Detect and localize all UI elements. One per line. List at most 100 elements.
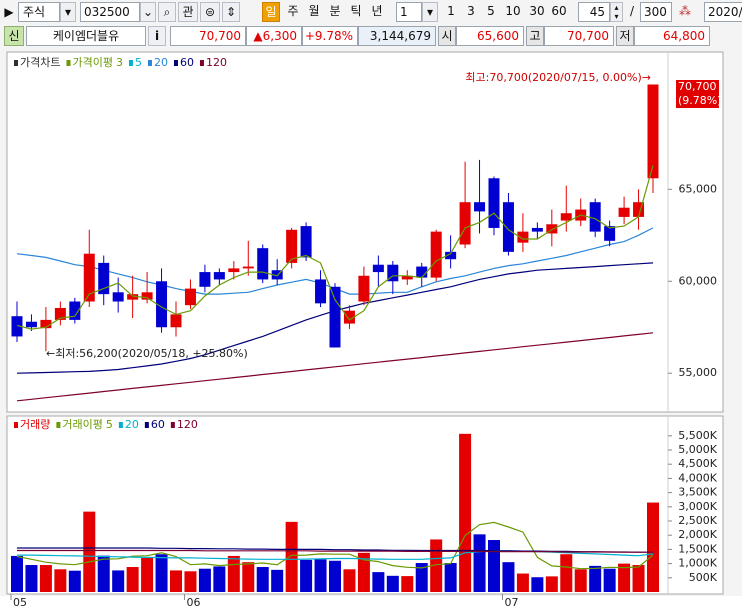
- period-button[interactable]: 주: [287, 4, 299, 18]
- volume-bar: [574, 569, 587, 592]
- count-spinner[interactable]: ▴ ▾: [610, 2, 623, 22]
- y-tick-label: 2,500K: [678, 514, 717, 527]
- y-tick-label: 4,500K: [678, 457, 717, 470]
- volume-bar: [25, 565, 38, 592]
- period-button[interactable]: 일: [262, 2, 280, 22]
- dropdown-arrow[interactable]: ▾: [60, 2, 76, 22]
- last-rate: (9.78%): [678, 94, 722, 107]
- volume-bar: [97, 555, 110, 592]
- high-price: 70,700: [544, 26, 614, 46]
- minute-button[interactable]: 1: [447, 4, 455, 18]
- y-tick-label: 65,000: [679, 182, 718, 195]
- volume-bar: [126, 567, 139, 592]
- last-price: 70,700: [678, 80, 717, 93]
- search-button[interactable]: ⌕: [158, 2, 176, 22]
- candle-body: [127, 294, 139, 300]
- y-tick-label: 60,000: [679, 274, 718, 287]
- volume: 3,144,679: [358, 26, 436, 46]
- candle-body: [343, 310, 355, 324]
- period-button[interactable]: 틱: [350, 4, 362, 18]
- candle-body: [416, 266, 428, 278]
- y-tick-label: 1,500K: [678, 542, 717, 555]
- volume-bar: [155, 554, 168, 592]
- minute-button[interactable]: 5: [487, 4, 495, 18]
- legend-label: 가격차트: [20, 56, 60, 69]
- price: 70,700: [170, 26, 246, 46]
- candle-body: [474, 202, 486, 212]
- volume-bar: [386, 575, 399, 592]
- market-select[interactable]: 주식: [18, 2, 60, 22]
- legend-marker: [14, 60, 18, 66]
- candle-body: [242, 266, 254, 269]
- period-button[interactable]: 년: [371, 4, 383, 18]
- candle-body: [358, 275, 370, 302]
- count-input[interactable]: 45: [578, 2, 610, 22]
- volume-bar: [516, 573, 529, 592]
- candle-body: [25, 321, 37, 328]
- legend-label: 20: [125, 418, 139, 431]
- interval-select[interactable]: 1: [396, 2, 422, 22]
- change: ▲6,300: [246, 26, 302, 46]
- badge: 신: [4, 26, 24, 46]
- change-rate: +9.78%: [302, 26, 358, 46]
- open-price: 65,600: [456, 26, 524, 46]
- total-input[interactable]: 300: [640, 2, 672, 22]
- minute-button[interactable]: 60: [551, 4, 567, 18]
- volume-bar: [401, 576, 414, 592]
- legend-label: 120: [177, 418, 198, 431]
- legend-marker: [56, 422, 61, 428]
- legend-marker: [14, 422, 18, 428]
- ma-line: [16, 521, 654, 570]
- minute-button[interactable]: 10: [505, 4, 521, 18]
- candle-body: [560, 213, 572, 221]
- candle-body: [271, 270, 283, 280]
- volume-bar: [647, 502, 659, 592]
- watch-button[interactable]: 관: [178, 2, 198, 22]
- volume-bar: [531, 577, 544, 592]
- volume-bar: [314, 559, 327, 592]
- link-button[interactable]: ⊜: [200, 2, 220, 22]
- annotation: ←최저:56,200(2020/05/18, +25.80%): [46, 347, 248, 360]
- code-input[interactable]: 032500: [80, 2, 140, 22]
- date-input[interactable]: 2020/0: [704, 2, 742, 22]
- open-label: 시: [438, 26, 456, 46]
- candle-body: [618, 207, 630, 217]
- candle-body: [40, 319, 52, 329]
- volume-bar: [271, 569, 284, 592]
- legend-label: 3: [116, 56, 123, 69]
- updown-button[interactable]: ⇕: [222, 2, 240, 22]
- menu-icon[interactable]: ▶: [4, 5, 14, 19]
- settings-icon[interactable]: ⁂: [679, 4, 691, 18]
- legend-label: 5: [106, 418, 113, 431]
- candle-body: [141, 292, 153, 300]
- separator: /: [629, 4, 635, 18]
- period-button[interactable]: 월: [308, 4, 320, 18]
- candle-body: [459, 202, 471, 245]
- y-tick-label: 500K: [689, 571, 718, 584]
- period-button[interactable]: 분: [329, 4, 341, 18]
- legend-marker: [147, 60, 152, 66]
- candle-body: [184, 288, 196, 306]
- info-button[interactable]: i: [148, 26, 166, 46]
- candle-body: [372, 264, 384, 273]
- candle-body: [315, 279, 327, 304]
- y-tick-label: 3,500K: [678, 486, 717, 499]
- legend-label: 거래이평: [62, 418, 102, 431]
- interval-dropdown[interactable]: ▾: [422, 2, 438, 22]
- y-tick-label: 1,000K: [678, 557, 717, 570]
- x-tick-label: 07: [504, 596, 518, 609]
- candle-body: [83, 253, 95, 302]
- candle-body: [112, 292, 124, 302]
- volume-bar: [560, 554, 573, 592]
- candle-body: [488, 178, 500, 228]
- low-label: 저: [616, 26, 634, 46]
- legend-marker: [144, 422, 149, 428]
- volume-bar: [473, 534, 486, 592]
- volume-bar: [54, 569, 67, 592]
- minute-button[interactable]: 30: [529, 4, 545, 18]
- volume-bar: [329, 560, 341, 592]
- candle-body: [387, 264, 399, 282]
- code-dropdown[interactable]: ⌄: [140, 2, 156, 22]
- legend-marker: [128, 60, 133, 66]
- minute-button[interactable]: 3: [467, 4, 475, 18]
